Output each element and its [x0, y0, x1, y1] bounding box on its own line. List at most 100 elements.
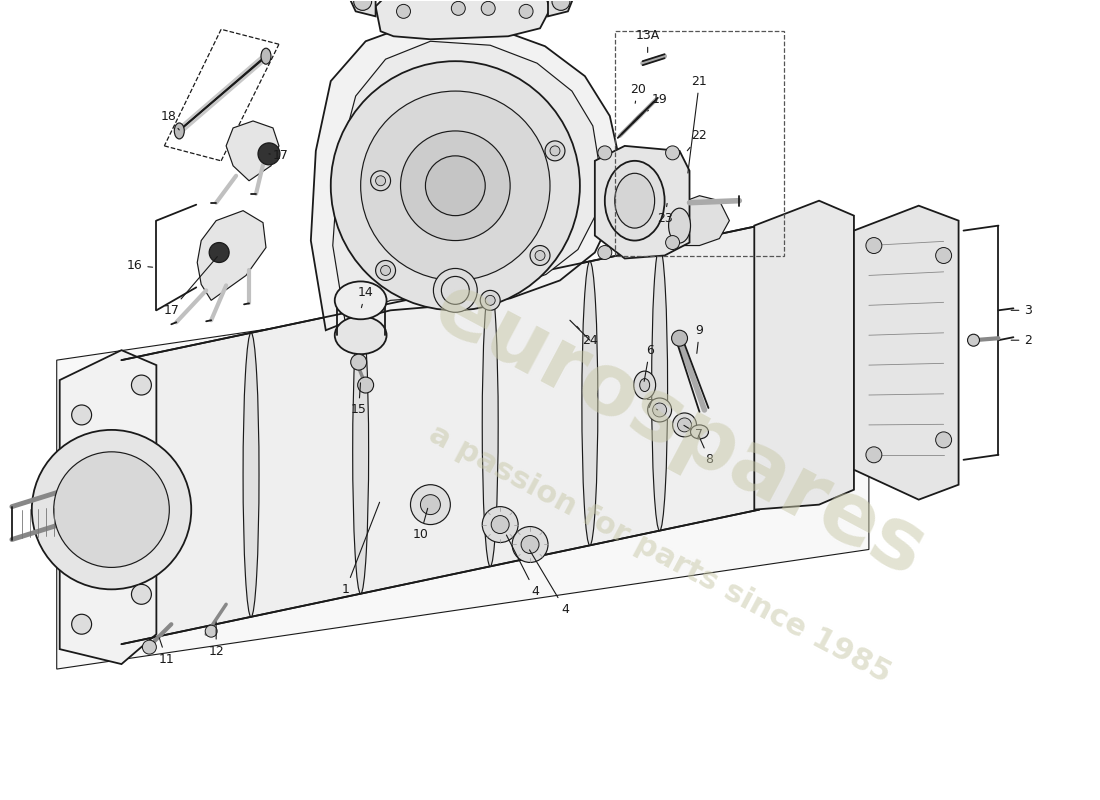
Circle shape	[258, 143, 279, 165]
Polygon shape	[349, 0, 375, 16]
Text: 8: 8	[698, 435, 714, 466]
Circle shape	[371, 170, 390, 190]
Circle shape	[672, 413, 696, 437]
Circle shape	[426, 156, 485, 216]
Circle shape	[652, 403, 667, 417]
Text: 17: 17	[164, 257, 218, 317]
Polygon shape	[197, 210, 266, 300]
Circle shape	[351, 354, 366, 370]
Text: 4: 4	[506, 535, 539, 598]
Text: 7: 7	[684, 426, 704, 442]
Circle shape	[521, 535, 539, 554]
Text: 14: 14	[358, 286, 374, 308]
Text: 4: 4	[529, 550, 569, 616]
Ellipse shape	[605, 161, 664, 241]
Polygon shape	[121, 226, 759, 644]
Circle shape	[519, 4, 534, 18]
Circle shape	[866, 238, 882, 254]
Circle shape	[209, 242, 229, 262]
Circle shape	[206, 626, 217, 637]
Circle shape	[358, 377, 374, 393]
Ellipse shape	[243, 333, 258, 617]
Ellipse shape	[261, 48, 271, 64]
Circle shape	[72, 614, 91, 634]
Circle shape	[482, 506, 518, 542]
Ellipse shape	[615, 174, 654, 228]
Circle shape	[142, 640, 156, 654]
Ellipse shape	[640, 378, 650, 391]
Circle shape	[550, 146, 560, 156]
Ellipse shape	[691, 425, 708, 439]
Circle shape	[481, 2, 495, 15]
Text: 6: 6	[645, 344, 653, 382]
Polygon shape	[311, 22, 619, 330]
Text: 22: 22	[688, 130, 707, 150]
Text: 11: 11	[158, 638, 174, 666]
Ellipse shape	[634, 371, 656, 399]
Text: 19: 19	[648, 93, 668, 111]
Circle shape	[132, 375, 152, 395]
Circle shape	[410, 485, 450, 525]
Polygon shape	[59, 350, 156, 664]
Polygon shape	[548, 0, 574, 16]
Ellipse shape	[482, 282, 498, 566]
Circle shape	[361, 91, 550, 281]
Polygon shape	[854, 206, 958, 500]
Circle shape	[32, 430, 191, 590]
Text: eurospares: eurospares	[419, 266, 939, 594]
Circle shape	[936, 247, 952, 263]
Text: 13A: 13A	[636, 29, 660, 53]
Text: 7: 7	[646, 398, 658, 411]
Circle shape	[331, 61, 580, 310]
Circle shape	[535, 250, 544, 261]
Polygon shape	[660, 196, 729, 246]
Text: 17: 17	[270, 150, 289, 162]
Circle shape	[597, 146, 612, 160]
Circle shape	[485, 295, 495, 306]
Polygon shape	[595, 146, 690, 258]
Text: 16: 16	[126, 259, 153, 272]
Circle shape	[492, 515, 509, 534]
Circle shape	[666, 235, 680, 250]
Text: 2: 2	[1011, 334, 1032, 346]
Circle shape	[936, 432, 952, 448]
Ellipse shape	[669, 208, 691, 243]
Circle shape	[375, 176, 386, 186]
Circle shape	[375, 261, 396, 281]
Circle shape	[552, 0, 570, 10]
Circle shape	[396, 4, 410, 18]
Circle shape	[54, 452, 169, 567]
Circle shape	[666, 146, 680, 160]
Polygon shape	[227, 121, 279, 181]
Ellipse shape	[651, 246, 668, 530]
Text: 21: 21	[688, 74, 707, 173]
Circle shape	[420, 494, 440, 514]
Circle shape	[544, 141, 565, 161]
Polygon shape	[333, 42, 600, 326]
Text: 24: 24	[576, 326, 597, 346]
Text: 10: 10	[412, 508, 428, 541]
Text: 12: 12	[208, 622, 224, 658]
Text: 3: 3	[1011, 304, 1032, 317]
Circle shape	[132, 584, 152, 604]
Text: a passion for parts since 1985: a passion for parts since 1985	[424, 420, 895, 689]
Circle shape	[451, 2, 465, 15]
Circle shape	[400, 131, 510, 241]
Circle shape	[354, 0, 372, 10]
Ellipse shape	[334, 316, 386, 354]
Circle shape	[481, 290, 500, 310]
Text: 1: 1	[342, 502, 380, 596]
Text: 18: 18	[161, 110, 179, 130]
Polygon shape	[375, 0, 550, 39]
Text: 15: 15	[351, 383, 366, 417]
Text: 23: 23	[657, 203, 672, 225]
Ellipse shape	[174, 123, 185, 139]
Circle shape	[433, 269, 477, 312]
Circle shape	[72, 405, 91, 425]
Polygon shape	[755, 201, 854, 510]
Circle shape	[381, 266, 390, 275]
Text: 9: 9	[695, 324, 703, 354]
Circle shape	[968, 334, 979, 346]
Ellipse shape	[334, 282, 386, 319]
Circle shape	[513, 526, 548, 562]
